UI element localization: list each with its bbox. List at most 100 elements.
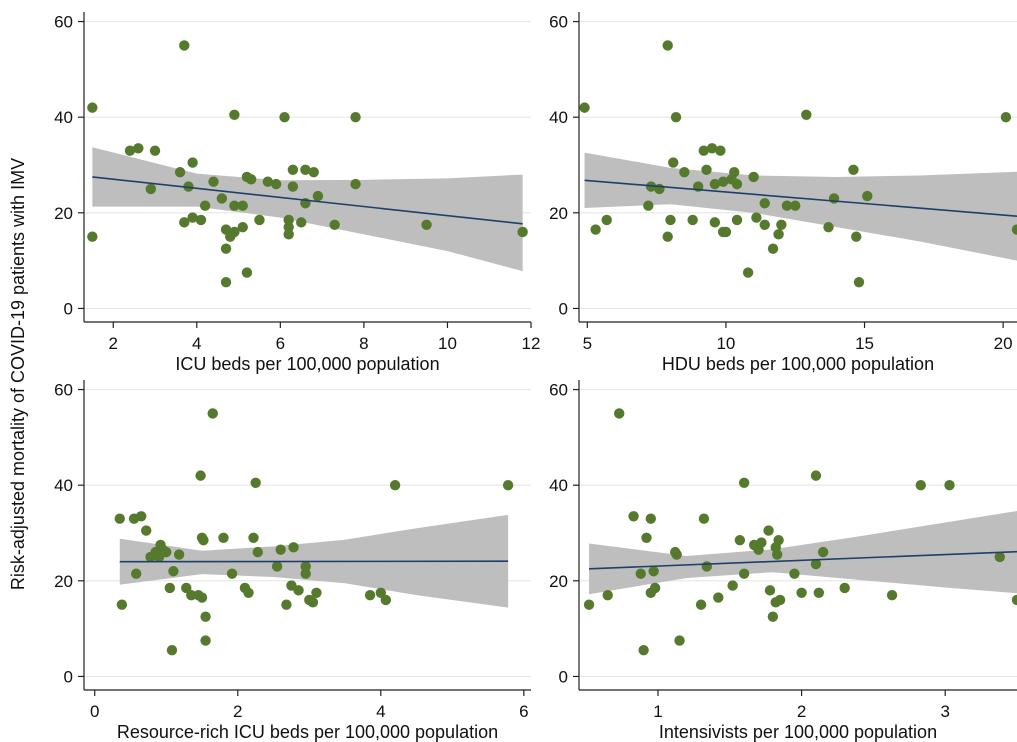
- data-point: [262, 176, 274, 187]
- data-point: [738, 568, 750, 579]
- data-point: [701, 561, 713, 572]
- data-point: [164, 582, 176, 594]
- y-tick-label: 60: [54, 381, 73, 400]
- data-point: [635, 568, 646, 579]
- data-point: [1011, 224, 1017, 235]
- data-point: [350, 111, 361, 123]
- data-point: [245, 174, 257, 185]
- data-point: [713, 592, 724, 603]
- data-point: [254, 214, 265, 226]
- data-point: [517, 226, 528, 238]
- x-tick-label: 12: [522, 334, 541, 353]
- data-point: [709, 178, 721, 190]
- data-point: [312, 190, 324, 202]
- data-point: [698, 145, 709, 156]
- x-tick-label: 3: [940, 702, 949, 721]
- data-point: [307, 597, 319, 608]
- data-point: [300, 561, 311, 572]
- data-point: [638, 644, 649, 656]
- x-tick-label: 10: [716, 334, 735, 353]
- data-point: [237, 221, 248, 233]
- data-point: [742, 267, 754, 278]
- data-point: [283, 214, 294, 226]
- data-point: [763, 525, 774, 536]
- data-point: [706, 143, 718, 154]
- data-point: [759, 198, 770, 209]
- data-point: [300, 164, 311, 175]
- data-point: [116, 599, 128, 610]
- data-point: [179, 40, 190, 51]
- data-point: [502, 479, 514, 491]
- x-axis-title: ICU beds per 100,000 population: [175, 354, 439, 374]
- data-point: [149, 145, 161, 156]
- x-tick-label: 2: [797, 702, 806, 721]
- data-point: [1000, 111, 1012, 123]
- data-point: [717, 176, 729, 187]
- data-point: [173, 549, 185, 560]
- data-point: [671, 549, 682, 560]
- data-point: [168, 566, 179, 577]
- data-point: [186, 589, 197, 601]
- x-axis-title: Intensivists per 100,000 population: [659, 722, 937, 742]
- data-point: [731, 178, 743, 190]
- y-tick-label: 40: [54, 476, 73, 495]
- x-tick-label: 2: [233, 702, 242, 721]
- y-tick-label: 40: [549, 108, 568, 127]
- data-point: [774, 594, 786, 606]
- data-point: [701, 164, 712, 175]
- y-tick-label: 20: [54, 572, 73, 591]
- x-axis-title: HDU beds per 100,000 population: [662, 354, 934, 374]
- data-point: [198, 534, 209, 546]
- data-point: [790, 200, 801, 211]
- data-point: [279, 111, 290, 123]
- data-point: [243, 587, 254, 598]
- data-point: [729, 166, 740, 178]
- x-axis-title: Resource-rich ICU beds per 100,000 popul…: [117, 722, 498, 742]
- x-tick-label: 1: [653, 702, 662, 721]
- data-point: [311, 587, 322, 598]
- data-point: [645, 513, 657, 524]
- data-point: [248, 532, 259, 543]
- panel-icu-beds: 0 20 40 60 2 4 6 8 10 12 ICU beds per 100,000 popu…: [54, 12, 540, 374]
- x-tick-label: 0: [90, 702, 99, 721]
- data-point: [207, 408, 218, 419]
- data-point: [271, 561, 283, 572]
- data-point: [136, 511, 147, 522]
- data-point: [114, 513, 125, 524]
- data-point: [226, 568, 238, 579]
- data-point: [848, 164, 859, 175]
- data-point: [668, 157, 679, 168]
- data-point: [287, 181, 299, 192]
- data-point: [1011, 594, 1017, 606]
- fit-line: [589, 550, 1017, 570]
- data-point: [187, 212, 198, 223]
- data-point: [590, 224, 601, 235]
- data-point: [648, 566, 659, 577]
- data-point: [670, 111, 682, 123]
- x-tick-label: 15: [855, 334, 874, 353]
- data-point: [715, 145, 726, 156]
- data-point: [813, 587, 825, 598]
- data-point: [654, 183, 665, 195]
- panel-hdu-beds: 0 20 40 60 5 10 15 20 HDU beds per 100,000 popul…: [549, 12, 1017, 374]
- y-tick-label: 60: [54, 13, 73, 32]
- data-point: [662, 231, 673, 242]
- data-point: [229, 226, 240, 238]
- data-point: [288, 542, 299, 553]
- data-point: [767, 243, 779, 254]
- data-point: [252, 546, 263, 558]
- data-point: [196, 592, 208, 603]
- data-point: [131, 568, 142, 579]
- data-point: [764, 585, 776, 596]
- x-tick-label: 4: [192, 334, 201, 353]
- data-point: [698, 513, 710, 524]
- data-point: [141, 525, 152, 536]
- data-point: [602, 589, 613, 601]
- data-point: [944, 479, 955, 491]
- data-point: [695, 599, 707, 610]
- data-point: [218, 532, 229, 543]
- data-point: [195, 470, 206, 481]
- data-point: [756, 537, 767, 548]
- y-tick-label: 20: [549, 572, 568, 591]
- y-tick-label: 20: [54, 204, 73, 223]
